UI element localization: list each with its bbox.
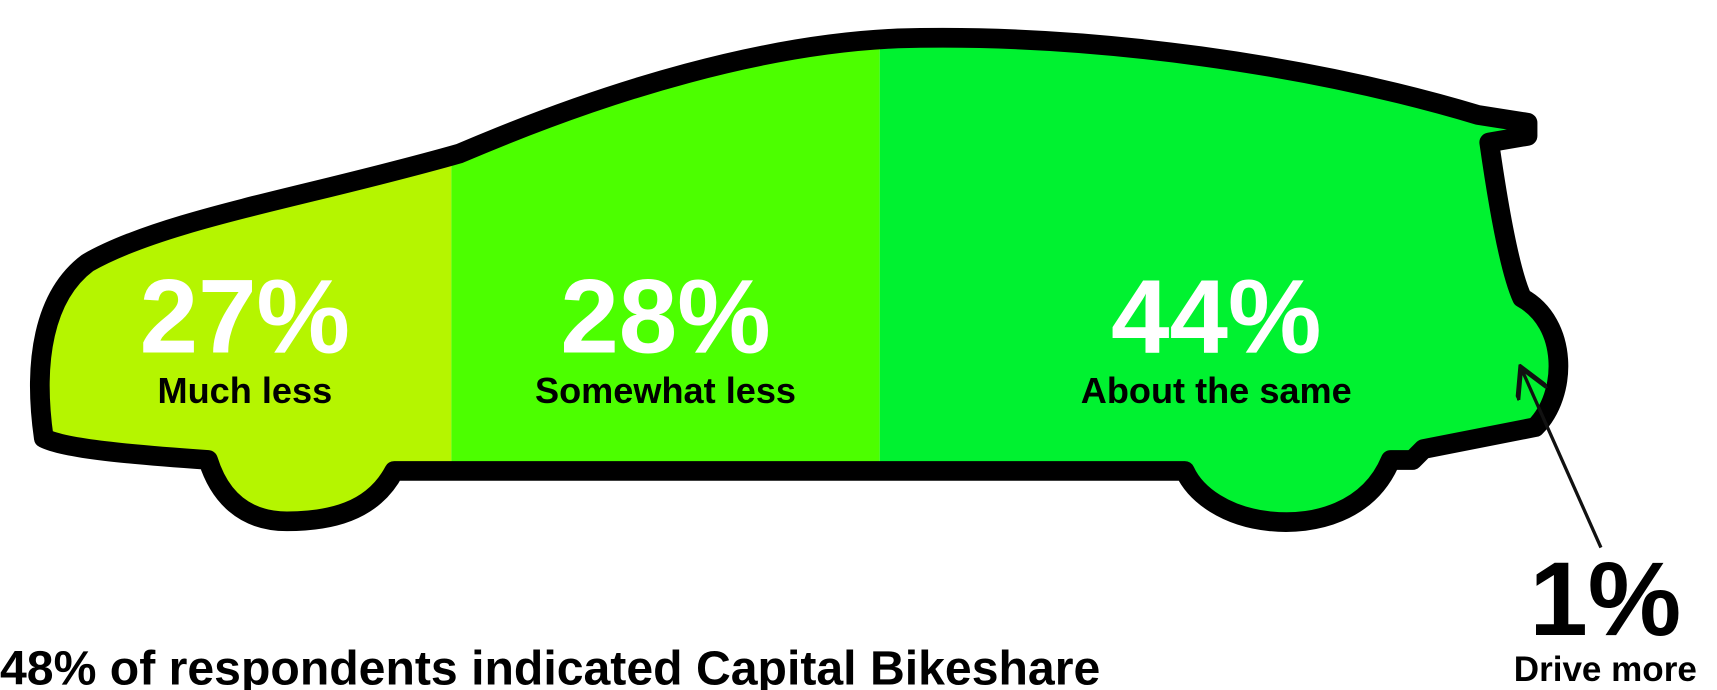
value-label: 1% <box>1529 541 1681 658</box>
value-label: 28% <box>560 259 770 376</box>
car-outline <box>30 27 1569 532</box>
category-label: About the same <box>1081 370 1352 411</box>
value-label: 44% <box>1111 259 1321 376</box>
caption: 48% of respondents indicated Capital Bik… <box>0 641 1100 690</box>
category-label: Much less <box>158 370 333 411</box>
arrow <box>1522 370 1603 549</box>
category-label: Somewhat less <box>535 370 796 411</box>
category-label: Drive more <box>1514 650 1697 689</box>
value-label: 27% <box>140 259 350 376</box>
